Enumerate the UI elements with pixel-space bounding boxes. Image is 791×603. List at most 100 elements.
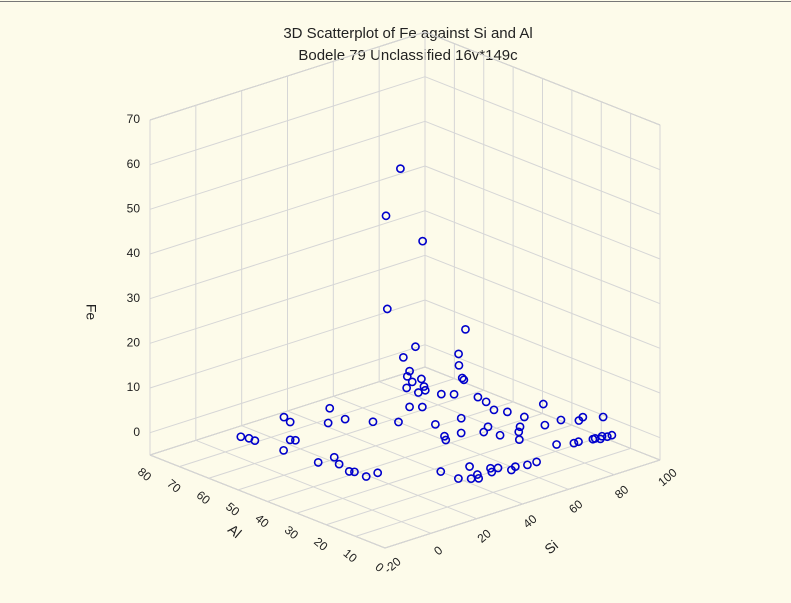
z-tick-label: 70 <box>127 112 141 126</box>
point <box>487 467 497 477</box>
point <box>373 468 383 478</box>
point <box>495 430 505 440</box>
point <box>350 467 359 477</box>
point <box>441 435 451 445</box>
point <box>454 349 463 359</box>
point <box>416 374 426 384</box>
x-tick-label: 80 <box>612 482 631 502</box>
y-tick-label: 20 <box>311 534 330 554</box>
point <box>329 452 339 462</box>
y-axis-label: Al <box>225 521 245 541</box>
y-tick-label: 40 <box>252 511 271 531</box>
point <box>325 403 335 413</box>
x-tick-label: -20 <box>381 554 404 576</box>
point <box>515 422 525 432</box>
point <box>449 389 459 399</box>
grid-line <box>149 366 426 456</box>
y-tick-label: 60 <box>194 488 213 508</box>
z-tick-label: 0 <box>133 425 140 439</box>
point <box>381 211 391 221</box>
point <box>402 383 412 393</box>
point <box>459 375 469 385</box>
grid-line <box>237 401 514 491</box>
point <box>569 438 579 448</box>
chart-title: 3D Scatterplot of Fe against Si and Al <box>283 25 532 42</box>
point <box>436 467 446 476</box>
point <box>430 419 440 429</box>
x-axis-label: Si <box>541 537 561 557</box>
point <box>344 467 354 476</box>
point <box>523 460 532 470</box>
z-tick-label: 30 <box>127 291 141 305</box>
y-tick-label: 80 <box>135 465 154 485</box>
x-tick-label: 0 <box>431 543 445 558</box>
z-tick-label: 40 <box>127 246 141 260</box>
point <box>473 392 483 402</box>
chart-subtitle: Bodele 79 Unclassified 16v*149c <box>298 47 518 64</box>
point <box>552 440 561 449</box>
point <box>405 402 414 412</box>
x-tick-label: 20 <box>475 526 494 546</box>
point <box>453 474 463 483</box>
point <box>411 342 420 352</box>
point <box>466 474 476 484</box>
point <box>361 472 371 481</box>
point <box>419 382 429 391</box>
grid-line <box>384 459 661 549</box>
point <box>413 388 423 397</box>
point <box>398 352 408 362</box>
y-tick-label: 30 <box>282 523 301 543</box>
grid <box>149 31 661 549</box>
point <box>489 405 499 415</box>
point <box>465 462 474 471</box>
point <box>556 415 566 425</box>
z-tick-label: 20 <box>127 336 141 350</box>
point <box>540 420 550 430</box>
point <box>510 462 520 472</box>
point <box>574 437 583 447</box>
point <box>456 413 466 423</box>
x-tick-label: 40 <box>520 512 539 532</box>
point <box>607 430 617 440</box>
point <box>436 389 446 399</box>
point <box>236 432 246 442</box>
point <box>291 435 300 445</box>
z-tick-label: 10 <box>127 380 141 394</box>
point <box>396 164 405 174</box>
grid-line <box>296 424 573 514</box>
grid-line <box>267 413 543 502</box>
point <box>334 459 344 469</box>
point <box>481 397 491 407</box>
point <box>602 432 612 442</box>
point <box>532 457 542 467</box>
z-tick-label: 50 <box>127 202 141 216</box>
point <box>502 407 512 417</box>
y-tick-label: 70 <box>164 476 183 496</box>
z-axis-label: Fe <box>83 304 99 321</box>
grid-line <box>326 436 602 526</box>
point <box>461 324 470 334</box>
point <box>285 417 295 427</box>
x-tick-label: 100 <box>655 465 680 489</box>
point <box>493 463 503 473</box>
point <box>402 371 412 381</box>
y-tick-label: 10 <box>341 546 360 566</box>
point <box>323 418 333 428</box>
point <box>514 427 524 437</box>
point <box>440 431 449 441</box>
point <box>407 377 417 387</box>
point <box>483 422 493 432</box>
point <box>285 435 295 445</box>
point <box>394 417 403 427</box>
x-tick-label: 60 <box>566 497 585 517</box>
grid-line <box>208 389 484 479</box>
point <box>382 304 392 314</box>
point <box>597 431 607 441</box>
point <box>279 412 289 422</box>
grid-line <box>355 447 631 537</box>
point <box>340 414 350 424</box>
point <box>472 470 482 479</box>
point <box>538 399 548 409</box>
point <box>456 428 466 438</box>
